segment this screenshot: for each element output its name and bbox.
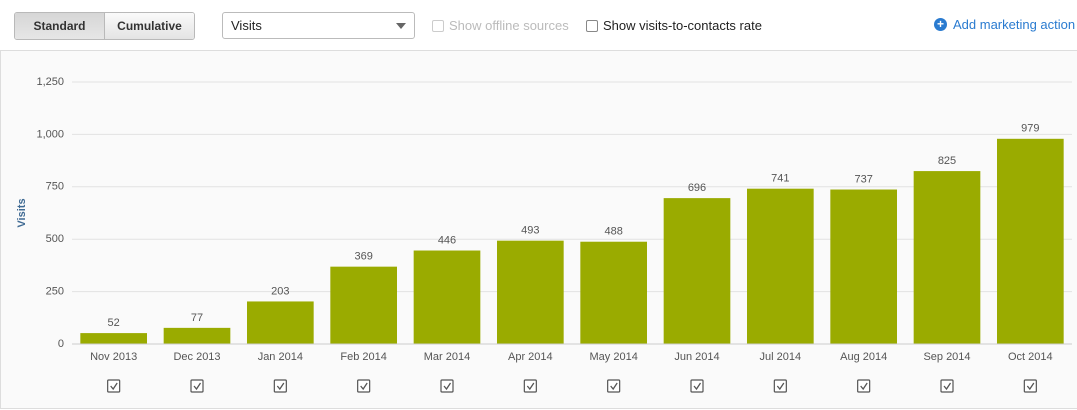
checkbox-label: Show visits-to-contacts rate bbox=[603, 18, 762, 33]
calendar-icon bbox=[190, 379, 204, 393]
value-label: 446 bbox=[438, 234, 456, 246]
bar bbox=[663, 198, 731, 344]
mode-button[interactable]: Standard bbox=[15, 13, 105, 39]
x-tick-label: Jun 2014 bbox=[674, 351, 719, 363]
bar bbox=[497, 240, 564, 344]
mode-toggle: Standard Cumulative bbox=[14, 12, 195, 40]
value-label: 737 bbox=[854, 173, 872, 185]
checkbox-label: Show offline sources bbox=[449, 18, 569, 33]
calendar-check bbox=[693, 382, 702, 391]
calendar-check bbox=[193, 382, 202, 391]
chart: Visits 0 250 500 750 1,000 1,250 52 Nov 2013 77 D… bbox=[0, 50, 1077, 409]
value-label: 52 bbox=[108, 317, 120, 329]
x-tick-label: Aug 2014 bbox=[840, 351, 887, 363]
calendar-icon bbox=[940, 379, 954, 393]
calendar-check bbox=[610, 382, 618, 391]
chart-panel bbox=[0, 50, 1077, 409]
y-tick-label: 1,000 bbox=[36, 128, 64, 140]
calendar-icon bbox=[690, 379, 704, 393]
calendar-check bbox=[276, 382, 285, 391]
bar bbox=[830, 189, 897, 344]
bar bbox=[413, 250, 481, 344]
checkbox bbox=[432, 19, 444, 32]
calendar-icon bbox=[1023, 379, 1037, 393]
x-tick-label: Jul 2014 bbox=[760, 351, 802, 363]
value-label: 741 bbox=[771, 173, 789, 185]
checkbox[interactable] bbox=[586, 19, 598, 32]
calendar-check bbox=[443, 382, 452, 391]
calendar-icon bbox=[607, 379, 621, 393]
value-label: 825 bbox=[938, 155, 956, 167]
value-label: 493 bbox=[521, 225, 539, 237]
x-tick-label: Apr 2014 bbox=[508, 351, 553, 363]
x-tick-label: Sep 2014 bbox=[923, 351, 970, 363]
mode-button[interactable]: Cumulative bbox=[105, 13, 194, 39]
y-tick-label: 750 bbox=[46, 181, 64, 193]
calendar-icon bbox=[107, 379, 121, 393]
add-action-label: Add marketing action bbox=[953, 17, 1076, 32]
x-tick-label: May 2014 bbox=[590, 351, 638, 363]
value-label: 696 bbox=[688, 182, 706, 194]
calendar-icon bbox=[357, 379, 371, 393]
x-tick-label: Jan 2014 bbox=[258, 351, 303, 363]
value-label: 77 bbox=[191, 312, 203, 324]
metric-select[interactable]: Visits bbox=[222, 12, 415, 39]
calendar-check bbox=[110, 382, 118, 391]
calendar-check bbox=[943, 382, 952, 391]
x-tick-label: Feb 2014 bbox=[340, 351, 386, 363]
x-tick-label: Mar 2014 bbox=[424, 351, 470, 363]
offline-checkbox: Show offline sources bbox=[432, 18, 569, 33]
calendar-icon bbox=[440, 379, 454, 393]
bar bbox=[747, 188, 814, 344]
value-label: 203 bbox=[271, 285, 289, 297]
y-axis-label: Visits bbox=[16, 198, 28, 227]
bar bbox=[247, 301, 314, 344]
x-tick-label: Nov 2013 bbox=[90, 351, 137, 363]
value-label: 979 bbox=[1021, 123, 1039, 135]
bar bbox=[80, 333, 147, 344]
calendar-check bbox=[526, 382, 535, 391]
calendar-icon bbox=[857, 379, 871, 393]
rate-checkbox[interactable]: Show visits-to-contacts rate bbox=[586, 18, 762, 33]
bar bbox=[163, 327, 231, 344]
add-action[interactable]: + Add marketing action bbox=[934, 17, 1075, 32]
y-tick-label: 250 bbox=[46, 286, 64, 298]
select-arrow bbox=[396, 23, 406, 29]
bar bbox=[913, 171, 981, 344]
x-tick-label: Dec 2013 bbox=[173, 351, 220, 363]
x-tick-label: Oct 2014 bbox=[1008, 351, 1053, 363]
y-tick-label: 0 bbox=[58, 338, 64, 350]
calendar-check bbox=[776, 382, 785, 391]
bar bbox=[580, 241, 647, 344]
value-label: 488 bbox=[604, 226, 622, 238]
calendar-check bbox=[860, 382, 868, 391]
bar bbox=[330, 266, 397, 344]
calendar-check bbox=[360, 382, 368, 391]
calendar-icon bbox=[773, 379, 787, 393]
select-value: Visits bbox=[231, 18, 262, 33]
y-tick-label: 500 bbox=[46, 233, 64, 245]
calendar-icon bbox=[273, 379, 287, 393]
bar bbox=[997, 138, 1064, 344]
plus-icon: + bbox=[934, 18, 947, 31]
y-tick-label: 1,250 bbox=[36, 76, 64, 88]
calendar-check bbox=[1026, 382, 1035, 391]
value-label: 369 bbox=[354, 251, 372, 263]
calendar-icon bbox=[523, 379, 537, 393]
